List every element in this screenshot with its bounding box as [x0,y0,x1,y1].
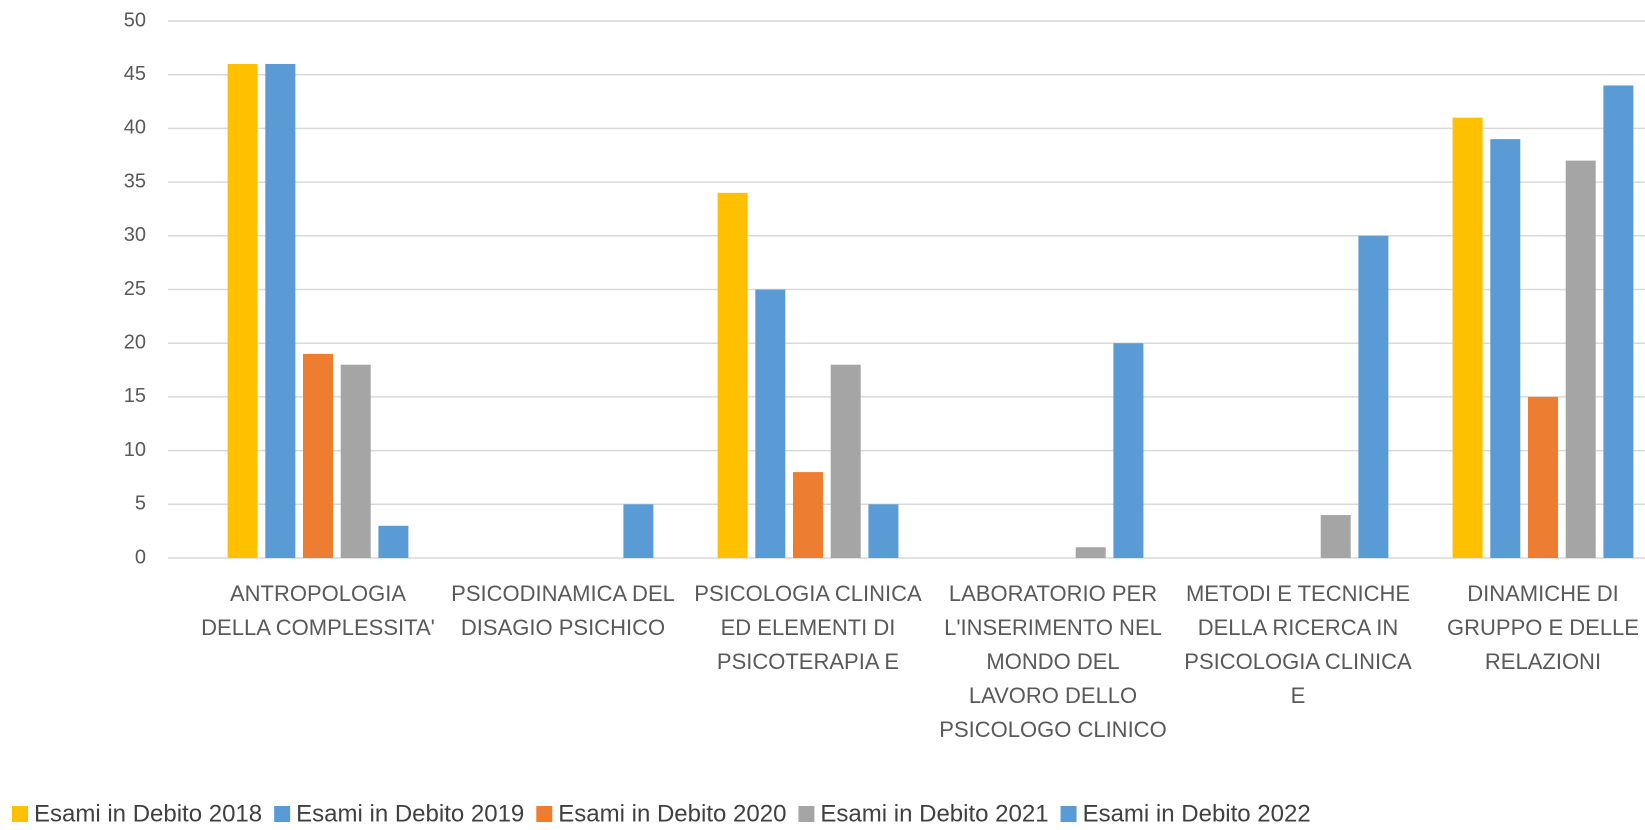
legend-swatch [536,806,553,822]
legend-label: Esami in Debito 2022 [1083,800,1311,827]
bar [868,504,899,558]
x-tick-label: GRUPPO E DELLE [1447,615,1639,640]
y-tick-label: 25 [124,278,146,300]
bar [1320,515,1351,558]
y-tick-label: 35 [124,170,146,192]
x-tick-label: LAVORO DELLO [969,683,1137,708]
x-tick-label: PSICOTERAPIA E [717,649,899,674]
bar [1528,396,1558,558]
x-tick-label: PSICODINAMICA DEL [451,581,675,606]
y-tick-label: 20 [124,331,146,353]
bar [265,63,296,559]
x-tick-label: DELLA COMPLESSITA' [201,615,435,640]
legend-swatch [274,806,291,822]
bar [1113,343,1144,558]
y-tick-label: 40 [124,117,146,139]
legend-swatch [798,806,815,822]
x-tick-label: PSICOLOGO CLINICO [939,717,1166,742]
legend-label: Esami in Debito 2018 [34,800,262,827]
bar [755,289,786,558]
x-tick-label: E [1291,683,1306,708]
y-tick-label: 50 [124,9,146,31]
legend-swatch [12,806,28,822]
bar [1452,117,1483,558]
bar [303,353,333,558]
bar [623,504,654,558]
bar [830,364,861,558]
y-tick-label: 30 [124,224,146,246]
y-tick-label: 45 [124,63,146,85]
y-tick-label: 0 [135,546,146,568]
y-tick-label: 15 [124,385,146,407]
legend-label: Esami in Debito 2019 [296,800,524,827]
bar [340,364,371,558]
x-tick-label: DISAGIO PSICHICO [461,615,665,640]
x-tick-label: METODI E TECNICHE [1186,581,1410,606]
bar [793,472,823,558]
bar [378,525,409,558]
bar [1603,85,1634,558]
bar [1490,139,1521,558]
bar [717,192,748,558]
bar [1565,160,1596,558]
x-tick-label: PSICOLOGIA CLINICA [694,581,922,606]
y-tick-label: 5 [135,493,146,515]
legend-swatch [1060,806,1077,822]
x-tick-label: MONDO DEL [986,649,1119,674]
x-tick-label: DELLA RICERCA IN [1198,615,1399,640]
legend-label: Esami in Debito 2021 [820,800,1048,827]
bar [227,63,258,559]
x-tick-label: LABORATORIO PER [949,581,1157,606]
x-tick-label: L'INSERIMENTO NEL [944,615,1162,640]
x-tick-label: ANTROPOLOGIA [230,581,406,606]
x-tick-label: ED ELEMENTI DI [721,615,896,640]
legend-label: Esami in Debito 2020 [558,800,786,827]
x-tick-label: DINAMICHE DI [1467,581,1619,606]
x-tick-label: RELAZIONI [1485,649,1601,674]
bar [1358,235,1389,559]
y-tick-label: 10 [124,439,146,461]
bar [1075,547,1106,558]
x-tick-label: PSICOLOGIA CLINICA [1184,649,1412,674]
